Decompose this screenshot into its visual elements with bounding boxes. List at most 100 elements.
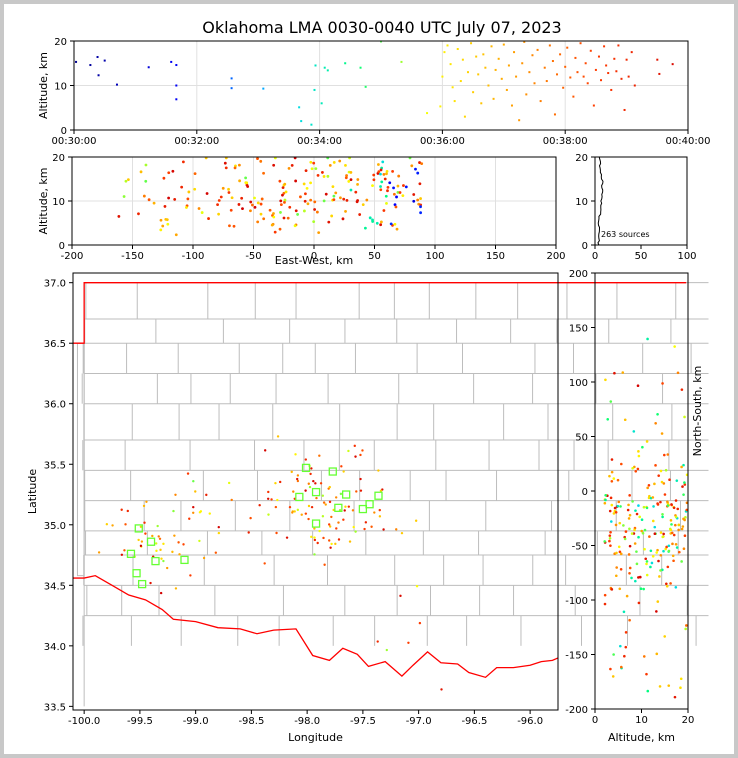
source-point: [647, 496, 651, 500]
source-point: [238, 163, 241, 167]
source-point: [305, 186, 309, 190]
source-point: [144, 163, 148, 167]
source-point: [373, 511, 376, 514]
source-point: [673, 523, 677, 527]
source-point: [645, 506, 649, 510]
source-point: [663, 493, 667, 496]
source-point: [661, 382, 664, 385]
source-point: [545, 80, 548, 83]
source-point: [253, 205, 257, 209]
source-point: [364, 521, 368, 524]
source-point: [630, 532, 634, 535]
source-point: [663, 635, 667, 638]
source-point: [339, 492, 343, 496]
source-point: [379, 220, 383, 224]
source-point: [329, 546, 332, 549]
source-point: [354, 190, 358, 194]
source-point: [475, 55, 478, 58]
source-point: [666, 565, 670, 569]
source-point: [342, 197, 346, 201]
source-point: [456, 48, 459, 51]
source-point: [418, 161, 421, 164]
source-point: [416, 198, 420, 202]
source-point: [645, 440, 649, 443]
source-point: [646, 486, 649, 490]
source-point: [666, 453, 670, 456]
source-point: [620, 77, 623, 80]
source-point: [659, 569, 662, 572]
source-point: [451, 86, 454, 89]
source-point: [589, 49, 592, 52]
source-point: [664, 547, 667, 551]
source-point: [582, 75, 585, 78]
source-point: [142, 194, 146, 198]
source-point: [617, 500, 621, 504]
source-point: [648, 535, 651, 538]
source-point: [272, 212, 275, 215]
chart-title: Oklahoma LMA 0030-0040 UTC July 07, 2023: [202, 18, 561, 37]
source-point: [262, 171, 265, 175]
source-point: [344, 176, 348, 180]
source-point: [307, 504, 311, 508]
source-point: [173, 198, 177, 201]
source-point: [685, 624, 688, 627]
source-point: [328, 525, 332, 528]
source-point: [377, 163, 380, 166]
source-point: [270, 498, 273, 501]
source-point: [400, 531, 404, 535]
x-tick-label: 0: [592, 251, 598, 262]
source-point: [609, 667, 612, 671]
source-point: [259, 212, 263, 216]
source-point: [354, 530, 357, 533]
source-point: [230, 87, 233, 90]
source-point: [670, 503, 673, 506]
source-point: [651, 554, 655, 558]
source-point: [270, 223, 274, 227]
source-point: [199, 510, 203, 513]
source-point: [543, 66, 546, 69]
source-point: [609, 496, 613, 500]
source-point: [674, 499, 678, 502]
source-point: [310, 123, 313, 126]
source-point: [492, 97, 495, 100]
source-point: [676, 507, 680, 511]
source-point: [198, 539, 201, 543]
source-point: [523, 40, 526, 43]
source-point: [640, 518, 644, 522]
map-panel-frame: [72, 272, 559, 711]
source-point: [361, 203, 365, 207]
source-point: [443, 51, 446, 54]
source-point: [674, 515, 678, 519]
source-point: [379, 188, 383, 192]
source-point: [372, 173, 376, 177]
source-point: [259, 202, 263, 206]
ns-panel-ylabel: North-South, km: [691, 366, 704, 457]
source-point: [627, 517, 631, 520]
source-point: [314, 64, 317, 67]
source-point: [159, 548, 162, 552]
source-point: [657, 474, 661, 477]
x-tick-label: -97.5: [350, 716, 376, 727]
source-point: [89, 64, 92, 67]
source-point: [641, 531, 645, 535]
source-point: [120, 508, 123, 511]
source-point: [326, 174, 330, 178]
source-point: [670, 531, 674, 535]
source-point: [681, 485, 684, 488]
x-tick-label: 100: [677, 251, 696, 262]
source-point: [500, 77, 503, 80]
source-point: [637, 535, 640, 539]
source-point: [356, 182, 359, 186]
source-point: [618, 587, 622, 591]
source-point: [266, 497, 270, 500]
source-point: [608, 539, 611, 543]
source-point: [310, 167, 314, 171]
source-point: [186, 472, 190, 475]
source-point: [614, 523, 618, 527]
source-point: [293, 510, 296, 513]
source-point: [355, 200, 359, 204]
source-point: [627, 75, 630, 78]
source-point: [381, 160, 385, 164]
source-point: [364, 85, 367, 88]
source-point: [683, 534, 687, 538]
